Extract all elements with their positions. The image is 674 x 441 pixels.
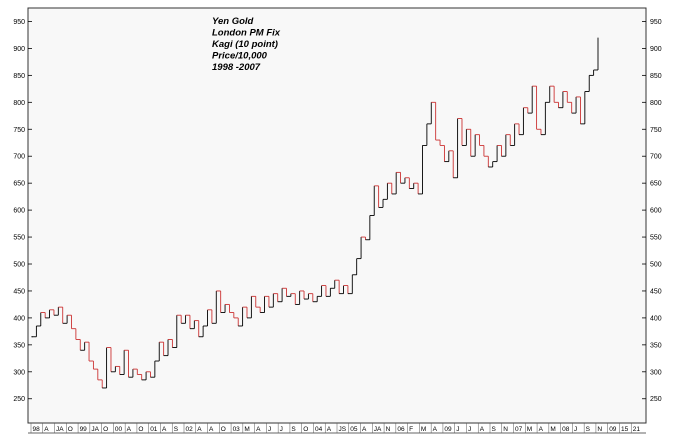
x-tick-label: 09 [444, 426, 452, 433]
x-tick-label: 21 [633, 426, 641, 433]
y-tick-label-left: 550 [13, 235, 25, 242]
x-tick-label: JA [374, 426, 382, 433]
y-tick-label-left: 600 [13, 208, 25, 215]
x-tick-label: 09 [609, 426, 617, 433]
x-tick-label: A [197, 426, 202, 433]
y-tick-label-left: 950 [13, 19, 25, 26]
y-tick-label-right: 900 [650, 46, 662, 53]
x-tick-label: N [503, 426, 508, 433]
y-tick-label-left: 800 [13, 100, 25, 107]
x-tick-label: A [44, 426, 49, 433]
left-y-axis: 250 300 350 400 450 500 550 600 650 700 750 800 850 9… [13, 19, 32, 403]
y-tick-label-right: 550 [650, 235, 662, 242]
x-tick-label: M [244, 426, 249, 433]
x-tick-label: F [409, 426, 413, 433]
x-tick-label: 02 [186, 426, 194, 433]
x-tick-label: 00 [115, 426, 123, 433]
chart-title-line: Kagi (10 point) [212, 39, 278, 50]
x-tick-label: M [550, 426, 555, 433]
x-tick-label: O [138, 426, 143, 433]
x-tick-label: S [174, 426, 179, 433]
x-tick-label: O [68, 426, 73, 433]
x-tick-label: J [574, 426, 577, 433]
x-tick-label: M [421, 426, 426, 433]
y-tick-label-left: 900 [13, 46, 25, 53]
x-tick-label: 01 [150, 426, 158, 433]
right-y-axis: 250 300 350 400 450 500 550 600 650 700 750 800 850 9… [642, 19, 662, 403]
y-tick-label-left: 250 [13, 396, 25, 403]
x-tick-label: JS [339, 426, 347, 433]
y-tick-label-right: 500 [650, 262, 662, 269]
y-tick-label-right: 950 [650, 19, 662, 26]
x-tick-label: J [268, 426, 271, 433]
x-tick-label: A [127, 426, 132, 433]
y-tick-label-right: 700 [650, 154, 662, 161]
x-tick-label: A [209, 426, 214, 433]
chart-title-line: Yen Gold [212, 16, 254, 27]
x-tick-label: A [433, 426, 438, 433]
x-tick-label: A [480, 426, 485, 433]
x-tick-label: 99 [80, 426, 88, 433]
y-tick-label-right: 800 [650, 100, 662, 107]
y-tick-label-right: 250 [650, 396, 662, 403]
y-tick-label-left: 400 [13, 315, 25, 322]
y-tick-label-left: 850 [13, 73, 25, 80]
x-axis: 98 A JA O 99 JA O 00 A O 01 A S 02 A A O 03 M A J J S O 04 A JS 05 A… [28, 423, 646, 434]
y-tick-label-left: 500 [13, 262, 25, 269]
x-tick-label: JA [91, 426, 99, 433]
x-tick-label: S [492, 426, 497, 433]
x-tick-label: 03 [233, 426, 241, 433]
x-tick-label: S [586, 426, 591, 433]
kagi-series [31, 37, 599, 389]
x-tick-label: JA [56, 426, 64, 433]
y-tick-label-left: 700 [13, 154, 25, 161]
y-tick-label-right: 450 [650, 288, 662, 295]
y-tick-label-right: 750 [650, 127, 662, 134]
x-tick-label: A [362, 426, 367, 433]
x-tick-label: 05 [350, 426, 358, 433]
x-tick-label: O [221, 426, 226, 433]
x-tick-label: 08 [562, 426, 570, 433]
x-tick-label: O [303, 426, 308, 433]
x-tick-label: 06 [397, 426, 405, 433]
x-tick-label: S [291, 426, 296, 433]
y-tick-label-left: 450 [13, 288, 25, 295]
x-tick-label: A [539, 426, 544, 433]
x-tick-label: J [456, 426, 459, 433]
y-tick-label-right: 600 [650, 208, 662, 215]
y-tick-label-right: 850 [650, 73, 662, 80]
y-tick-label-right: 650 [650, 181, 662, 188]
x-tick-label: M [527, 426, 532, 433]
x-tick-label: 98 [33, 426, 41, 433]
chart-title-line: London PM Fix [212, 28, 281, 39]
chart-title-line: Price/10,000 [212, 51, 268, 62]
x-tick-label: N [386, 426, 391, 433]
x-tick-label: J [280, 426, 283, 433]
x-tick-label: A [327, 426, 332, 433]
x-tick-label: N [597, 426, 602, 433]
x-tick-label: J [468, 426, 471, 433]
y-tick-label-left: 750 [13, 127, 25, 134]
x-tick-label: A [162, 426, 167, 433]
y-tick-label-left: 650 [13, 181, 25, 188]
x-tick-label: A [256, 426, 261, 433]
chart-title-line: 1998 -2007 [212, 62, 261, 73]
y-tick-label-right: 350 [650, 342, 662, 349]
y-tick-label-right: 400 [650, 315, 662, 322]
x-tick-label: O [103, 426, 108, 433]
y-tick-label-right: 300 [650, 369, 662, 376]
y-tick-label-left: 300 [13, 369, 25, 376]
x-tick-label: 04 [315, 426, 323, 433]
y-tick-label-left: 350 [13, 342, 25, 349]
x-tick-label: 15 [621, 426, 629, 433]
plot-area [27, 7, 647, 424]
x-tick-label: 07 [515, 426, 523, 433]
